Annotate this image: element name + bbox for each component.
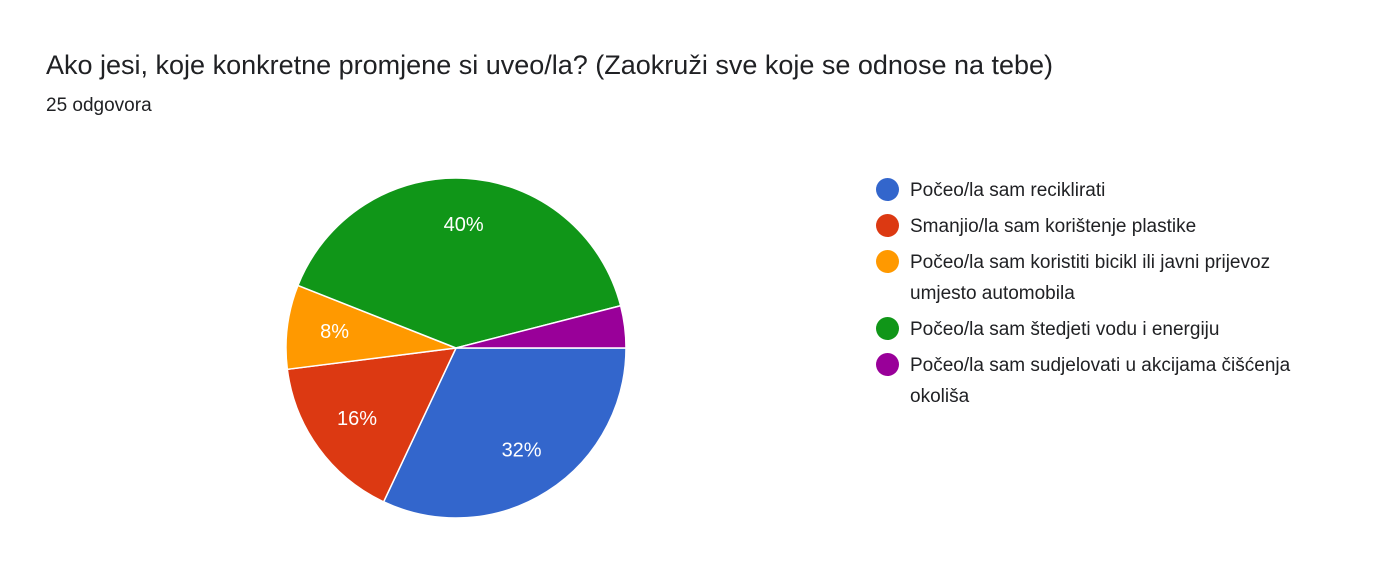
- legend-item: Počeo/la sam koristiti bicikl ili javni …: [876, 247, 1296, 309]
- pie-slice: [286, 347, 458, 503]
- legend-label: Počeo/la sam reciklirati: [910, 180, 1106, 201]
- legend-swatch: [876, 178, 899, 201]
- legend-swatch: [876, 317, 899, 340]
- legend-item: Počeo/la sam štedjeti vodu i energiju: [876, 314, 1296, 345]
- slice-label: 16%: [337, 408, 377, 430]
- legend-swatch: [876, 353, 899, 376]
- legend-label: Smanjio/la sam korištenje plastike: [910, 216, 1197, 237]
- legend: Počeo/la sam reciklirati Smanjio/la sam k…: [876, 175, 1296, 417]
- chart-subtitle: 25 odgovora: [46, 95, 152, 116]
- pie-slice: [455, 304, 627, 349]
- slice-label: 32%: [502, 440, 542, 462]
- pie-slice: [296, 177, 622, 349]
- legend-item: Počeo/la sam reciklirati: [876, 175, 1296, 206]
- legend-label: Počeo/la sam sudjelovati u akcijama čišć…: [910, 355, 1291, 407]
- legend-swatch: [876, 250, 899, 273]
- chart-title: Ako jesi, koje konkretne promjene si uve…: [46, 50, 1054, 80]
- chart: 32% 16% 8% 40%: [285, 177, 627, 519]
- legend-item: Počeo/la sam sudjelovati u akcijama čišć…: [876, 350, 1296, 412]
- slice-label: 40%: [444, 214, 484, 236]
- legend-label: Počeo/la sam štedjeti vodu i energiju: [910, 319, 1220, 340]
- legend-item: Smanjio/la sam korištenje plastike: [876, 211, 1296, 242]
- pie-slice: [382, 347, 627, 519]
- legend-label: Počeo/la sam koristiti bicikl ili javni …: [910, 252, 1271, 304]
- legend-swatch: [876, 214, 899, 237]
- slice-label: 8%: [320, 321, 349, 343]
